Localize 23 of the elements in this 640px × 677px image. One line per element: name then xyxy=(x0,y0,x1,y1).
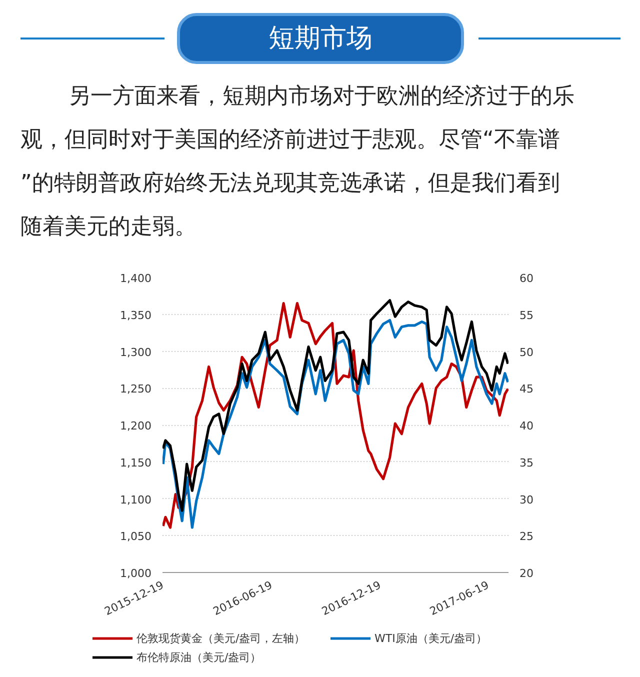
chart-subtitle: 另一方面来看，短期内市场对于欧洲的经济过于的乐观，但同时对于美国的经济前进过于悲观。尽管“不靠谱”的特朗普政府始终无法兑现其竞选承诺，但是我们看到随着美元的走弱。 xyxy=(20,84,574,240)
y2-tick-label: 60 xyxy=(520,272,534,285)
legend-label: 布伦特原油（美元/盎司） xyxy=(136,651,262,664)
y-tick-label: 1,050 xyxy=(120,530,152,544)
y2-tick-label: 45 xyxy=(520,382,534,396)
y2-tick-label: 25 xyxy=(520,530,534,544)
y-tick-label: 1,300 xyxy=(120,346,152,359)
legend-label: WTI原油（美元/盎司） xyxy=(374,632,488,645)
legend-label: 伦敦现货黄金（美元/盎司，左轴） xyxy=(136,632,306,645)
y-tick-label: 1,400 xyxy=(120,272,152,285)
y-tick-label: 1,200 xyxy=(120,420,152,432)
y-tick-label: 1,100 xyxy=(120,493,152,506)
chart-title: 短期市场 xyxy=(268,24,372,54)
y-tick-label: 1,150 xyxy=(120,456,152,470)
y2-tick-label: 20 xyxy=(520,567,534,580)
y-tick-label: 1,350 xyxy=(120,308,152,322)
y2-tick-label: 35 xyxy=(520,456,534,470)
y-tick-label: 1,250 xyxy=(120,382,152,396)
y2-tick-label: 30 xyxy=(520,493,534,506)
y2-tick-label: 50 xyxy=(520,346,534,359)
y2-tick-label: 40 xyxy=(520,420,534,432)
y2-tick-label: 55 xyxy=(520,308,534,322)
y-tick-label: 1,000 xyxy=(120,567,152,580)
